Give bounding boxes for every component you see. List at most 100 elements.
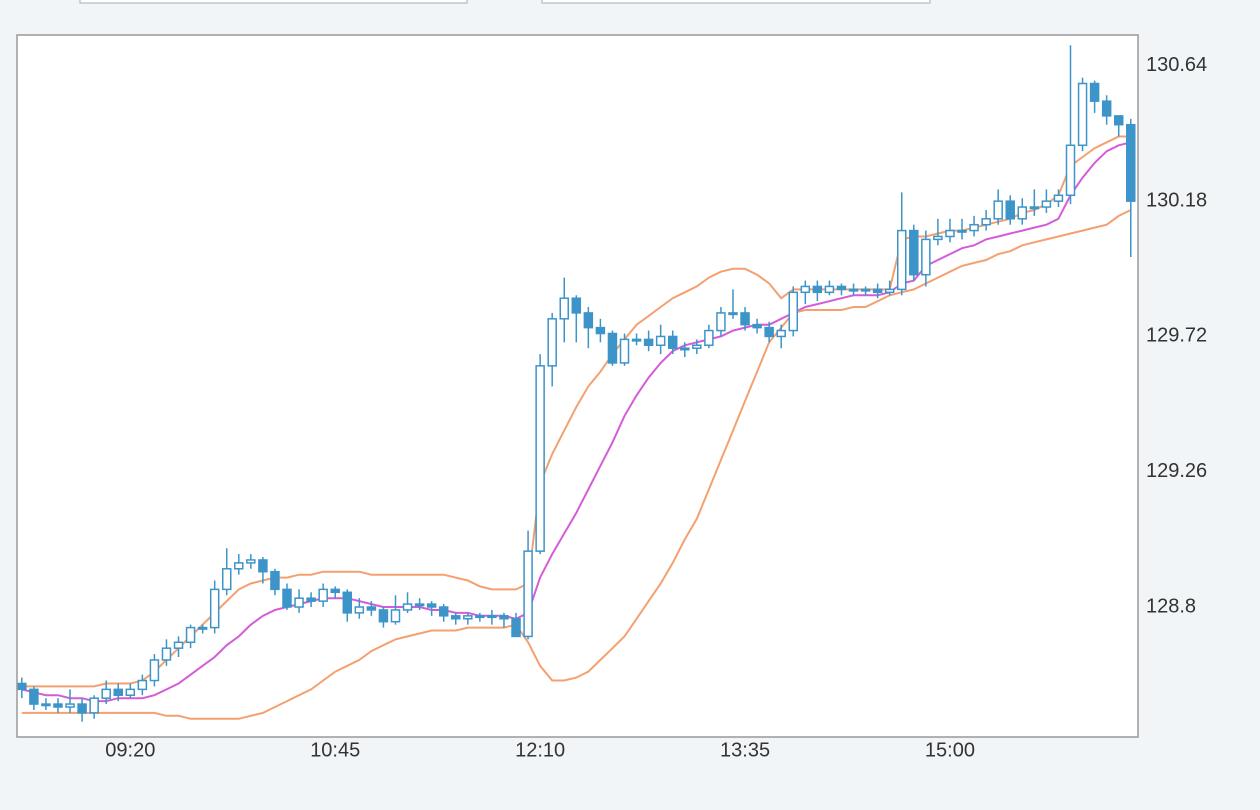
input-box[interactable]: [79, 0, 468, 4]
candle-body: [113, 688, 124, 696]
candle-body: [836, 285, 847, 291]
candle-body: [282, 588, 292, 608]
y-tick-label: 130.18: [1146, 189, 1207, 211]
candle-body: [17, 682, 27, 691]
candle-body: [728, 312, 738, 316]
candle-body: [981, 218, 991, 226]
candle-body: [354, 606, 365, 614]
candle-body: [414, 603, 425, 607]
candle-body: [330, 588, 340, 594]
candle-body: [1053, 194, 1064, 202]
candle-body: [692, 344, 702, 349]
candle-body: [704, 329, 714, 347]
candle-body: [378, 609, 389, 623]
candle-body: [643, 338, 654, 347]
candle-body: [559, 297, 569, 320]
candle-body: [161, 647, 172, 661]
candle-body: [402, 603, 413, 611]
candle-body: [945, 229, 955, 238]
candle-body: [1077, 82, 1088, 147]
candle-body: [655, 335, 666, 347]
candle-body: [1065, 144, 1076, 197]
x-tick-label: 09:20: [105, 739, 155, 761]
candle-body: [680, 347, 690, 351]
candle-body: [197, 626, 208, 630]
candle-body: [957, 229, 967, 233]
candle-body: [306, 597, 316, 602]
candle-body: [246, 559, 256, 564]
candle-body: [270, 570, 280, 591]
candle-body: [764, 326, 774, 338]
candle-body: [909, 229, 919, 276]
candle-body: [41, 703, 51, 707]
x-tick-label: 12:10: [515, 739, 565, 761]
candle-body: [1017, 206, 1028, 220]
candle-body: [969, 223, 979, 232]
candle-body: [716, 312, 726, 332]
candle-body: [125, 688, 136, 696]
candle-body: [872, 288, 883, 294]
candle-body: [1089, 82, 1100, 102]
candle-body: [499, 615, 509, 620]
candle-body: [366, 606, 377, 611]
candle-body: [667, 335, 678, 349]
x-tick-label: 10:45: [310, 739, 360, 761]
band-line: [21, 141, 1132, 703]
candle-body: [896, 229, 907, 291]
candle-body: [53, 703, 63, 708]
candle-body: [65, 703, 75, 708]
candle-body: [1041, 200, 1052, 208]
candle-body: [788, 291, 799, 332]
candle-body: [993, 200, 1003, 220]
input-box[interactable]: [541, 0, 931, 4]
candle-body: [1029, 206, 1040, 210]
candle-body: [535, 365, 545, 552]
candle-body: [583, 312, 594, 329]
candle-body: [1101, 100, 1112, 117]
candle-body: [185, 626, 196, 644]
candle-body: [390, 609, 401, 623]
candle-body: [740, 312, 750, 326]
candle-body: [149, 659, 160, 682]
candle-body: [29, 688, 39, 705]
candle-body: [451, 615, 461, 620]
candle-body: [426, 603, 437, 608]
candle-body: [209, 588, 220, 629]
candle-body: [848, 288, 859, 292]
candle-body: [487, 615, 497, 619]
candle-body: [258, 559, 268, 573]
candle-body: [294, 597, 304, 608]
candle-body: [607, 332, 618, 364]
candle-body: [571, 297, 582, 314]
candle-body: [173, 641, 184, 649]
candle-body: [234, 562, 244, 570]
plot-border: [16, 34, 1139, 738]
y-tick-label: 130.64: [1146, 54, 1207, 76]
candle-body: [631, 338, 642, 342]
candle-body: [812, 285, 823, 294]
candle-body: [860, 288, 871, 292]
candle-body: [1005, 200, 1015, 220]
candle-body: [1113, 115, 1124, 126]
candle-body: [884, 288, 895, 294]
candle-body: [221, 568, 232, 591]
candle-body: [342, 591, 353, 614]
candle-body: [511, 618, 521, 638]
candle-body: [752, 323, 762, 329]
candle-body: [475, 615, 485, 619]
y-tick-label: 128.8: [1146, 595, 1196, 617]
candle-body: [800, 285, 811, 294]
candle-body: [921, 238, 931, 276]
candle-body: [619, 338, 630, 364]
candle-body: [89, 697, 99, 714]
candle-body: [77, 703, 87, 714]
candle-body: [318, 588, 328, 602]
candle-body: [523, 550, 533, 638]
candle-body: [776, 329, 786, 338]
candle-body: [137, 679, 148, 691]
candle-body: [101, 688, 111, 699]
candle-body: [933, 235, 943, 241]
candle-body: [547, 318, 557, 367]
